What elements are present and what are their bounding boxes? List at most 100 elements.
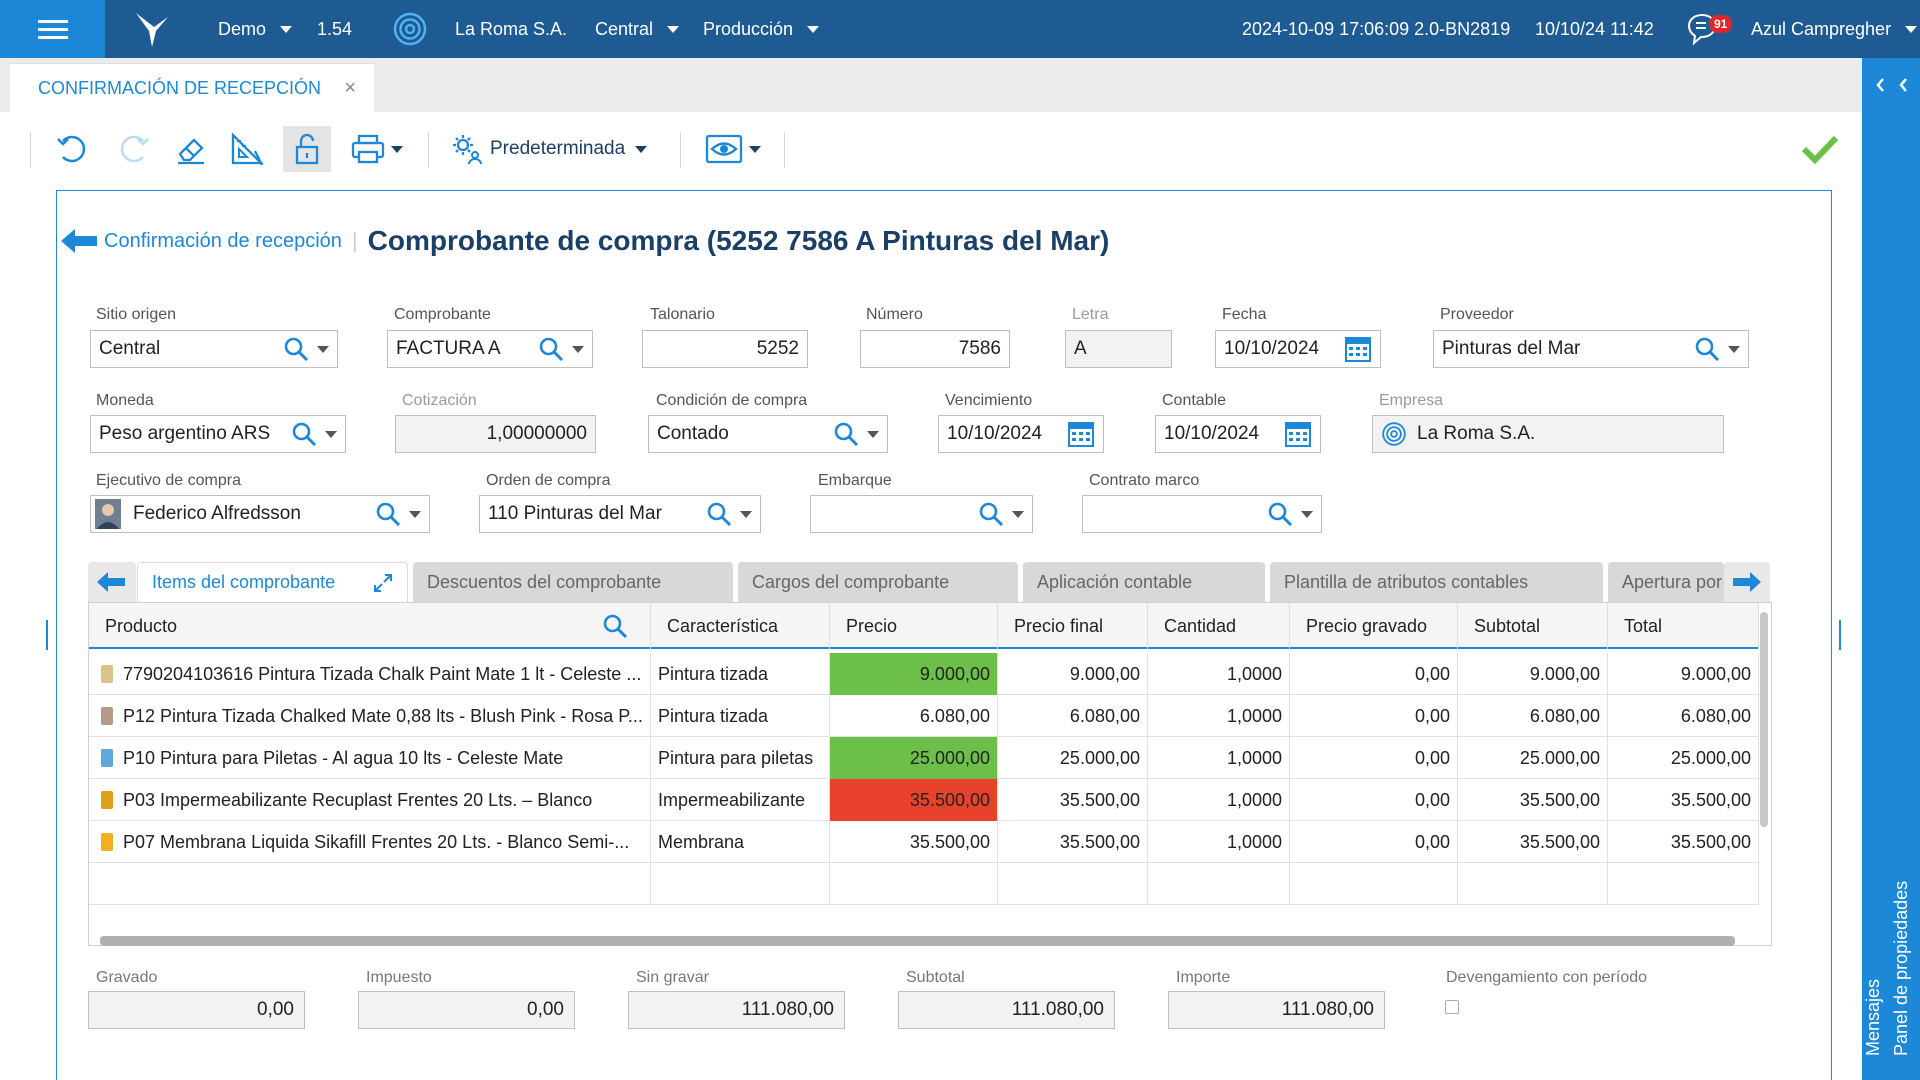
search-icon[interactable] <box>706 501 732 527</box>
talonario-field[interactable]: 5252 <box>642 330 808 368</box>
table-row[interactable]: 7790204103616 Pintura Tizada Chalk Paint… <box>89 653 1759 695</box>
cell-precio-final[interactable]: 35.500,00 <box>998 821 1148 863</box>
search-icon[interactable] <box>833 421 859 447</box>
hamburger-menu-button[interactable] <box>0 0 105 58</box>
cell-producto[interactable]: P12 Pintura Tizada Chalked Mate 0,88 lts… <box>89 695 651 737</box>
expand-icon[interactable] <box>373 573 393 593</box>
cell-total[interactable]: 9.000,00 <box>1608 653 1759 695</box>
eraser-button[interactable] <box>168 126 214 172</box>
cell-precio-gravado[interactable]: 0,00 <box>1290 695 1458 737</box>
cell-precio[interactable]: 35.500,00 <box>830 821 998 863</box>
column-header-precio[interactable]: Precio <box>830 603 998 649</box>
visibility-button[interactable] <box>702 126 764 172</box>
chevron-down-icon[interactable] <box>317 345 329 353</box>
side-panel-messages[interactable]: Mensajes <box>1863 978 1883 1056</box>
comprobante-field[interactable]: FACTURA A <box>387 330 593 368</box>
cell-precio-final[interactable]: 9.000,00 <box>998 653 1148 695</box>
column-header-total[interactable]: Total <box>1608 603 1759 649</box>
redo-button[interactable] <box>110 126 156 172</box>
chevron-down-icon[interactable] <box>572 345 584 353</box>
cell-cantidad[interactable] <box>1148 863 1290 905</box>
side-panel-properties[interactable]: Panel de propiedades <box>1891 880 1911 1056</box>
cell-subtotal[interactable]: 6.080,00 <box>1458 695 1608 737</box>
cell-precio[interactable]: 6.080,00 <box>830 695 998 737</box>
cell-precio-final[interactable]: 25.000,00 <box>998 737 1148 779</box>
cell-caracteristica[interactable] <box>651 863 830 905</box>
cell-caracteristica[interactable]: Pintura tizada <box>651 653 830 695</box>
cell-subtotal[interactable]: 35.500,00 <box>1458 821 1608 863</box>
devengamiento-checkbox[interactable] <box>1445 1000 1459 1014</box>
table-row[interactable]: P12 Pintura Tizada Chalked Mate 0,88 lts… <box>89 695 1759 737</box>
cell-total[interactable] <box>1608 863 1759 905</box>
cell-precio[interactable]: 9.000,00 <box>830 653 998 695</box>
cell-precio[interactable] <box>830 863 998 905</box>
cell-precio-gravado[interactable]: 0,00 <box>1290 821 1458 863</box>
cell-precio-gravado[interactable] <box>1290 863 1458 905</box>
vencimiento-field[interactable]: 10/10/2024 <box>938 415 1104 453</box>
ruler-button[interactable] <box>224 126 270 172</box>
cell-precio[interactable]: 25.000,00 <box>830 737 998 779</box>
module-selector[interactable]: Producción <box>703 0 820 58</box>
view-config-dropdown[interactable]: Predeterminada <box>450 126 660 172</box>
grid-horizontal-scrollbar[interactable] <box>100 936 1735 946</box>
tab-aplicacion[interactable]: Aplicación contable <box>1023 562 1265 602</box>
table-row[interactable]: P03 Impermeabilizante Recuplast Frentes … <box>89 779 1759 821</box>
chevron-down-icon[interactable] <box>1301 510 1313 518</box>
cell-total[interactable]: 35.500,00 <box>1608 821 1759 863</box>
cell-total[interactable]: 25.000,00 <box>1608 737 1759 779</box>
column-header-cantidad[interactable]: Cantidad <box>1148 603 1290 649</box>
cell-producto[interactable]: P07 Membrana Liquida Sikafill Frentes 20… <box>89 821 651 863</box>
chevron-down-icon[interactable] <box>409 510 421 518</box>
column-header-producto[interactable]: Producto <box>89 603 651 649</box>
chevron-down-icon[interactable] <box>325 430 337 438</box>
calendar-icon[interactable] <box>1284 420 1312 448</box>
cell-total[interactable]: 35.500,00 <box>1608 779 1759 821</box>
unlock-button[interactable] <box>283 126 331 172</box>
search-icon[interactable] <box>291 421 317 447</box>
collapse-arrows-icon[interactable] <box>1862 58 1920 112</box>
proveedor-field[interactable]: Pinturas del Mar <box>1433 330 1749 368</box>
tab-descuentos[interactable]: Descuentos del comprobante <box>413 562 733 602</box>
document-tab[interactable]: CONFIRMACIÓN DE RECEPCIÓN × <box>10 63 374 112</box>
search-icon[interactable] <box>1267 501 1293 527</box>
cell-cantidad[interactable]: 1,0000 <box>1148 695 1290 737</box>
cell-precio-final[interactable]: 35.500,00 <box>998 779 1148 821</box>
cell-subtotal[interactable]: 9.000,00 <box>1458 653 1608 695</box>
cell-cantidad[interactable]: 1,0000 <box>1148 821 1290 863</box>
embarque-field[interactable] <box>810 495 1033 533</box>
cell-precio[interactable]: 35.500,00 <box>830 779 998 821</box>
cell-cantidad[interactable]: 1,0000 <box>1148 737 1290 779</box>
sitio-origen-field[interactable]: Central <box>90 330 338 368</box>
cell-producto[interactable]: P10 Pintura para Piletas - Al agua 10 lt… <box>89 737 651 779</box>
calendar-icon[interactable] <box>1344 335 1372 363</box>
search-icon[interactable] <box>375 501 401 527</box>
app-logo[interactable] <box>132 0 172 58</box>
cell-precio-gravado[interactable]: 0,00 <box>1290 653 1458 695</box>
column-header-caracteristica[interactable]: Característica <box>651 603 830 649</box>
cell-total[interactable]: 6.080,00 <box>1608 695 1759 737</box>
chevron-down-icon[interactable] <box>1012 510 1024 518</box>
cell-caracteristica[interactable]: Pintura para piletas <box>651 737 830 779</box>
breadcrumb-back-link[interactable]: Confirmación de recepción <box>60 227 342 255</box>
tabs-scroll-right-button[interactable] <box>1724 562 1770 602</box>
search-icon[interactable] <box>602 613 628 639</box>
calendar-icon[interactable] <box>1067 420 1095 448</box>
right-resize-handle[interactable] <box>1839 620 1841 650</box>
table-row-empty[interactable] <box>89 863 1759 905</box>
cell-producto[interactable]: P03 Impermeabilizante Recuplast Frentes … <box>89 779 651 821</box>
cell-precio-gravado[interactable]: 0,00 <box>1290 779 1458 821</box>
search-icon[interactable] <box>1694 336 1720 362</box>
cell-precio-final[interactable] <box>998 863 1148 905</box>
fecha-field[interactable]: 10/10/2024 <box>1215 330 1381 368</box>
close-icon[interactable]: × <box>344 76 356 99</box>
confirm-button[interactable] <box>1796 126 1844 172</box>
undo-button[interactable] <box>50 126 96 172</box>
cell-subtotal[interactable]: 25.000,00 <box>1458 737 1608 779</box>
cell-cantidad[interactable]: 1,0000 <box>1148 779 1290 821</box>
column-header-precio-final[interactable]: Precio final <box>998 603 1148 649</box>
search-icon[interactable] <box>538 336 564 362</box>
tabs-scroll-left-button[interactable] <box>88 562 136 602</box>
cell-caracteristica[interactable]: Pintura tizada <box>651 695 830 737</box>
chevron-down-icon[interactable] <box>867 430 879 438</box>
column-header-precio-gravado[interactable]: Precio gravado <box>1290 603 1458 649</box>
